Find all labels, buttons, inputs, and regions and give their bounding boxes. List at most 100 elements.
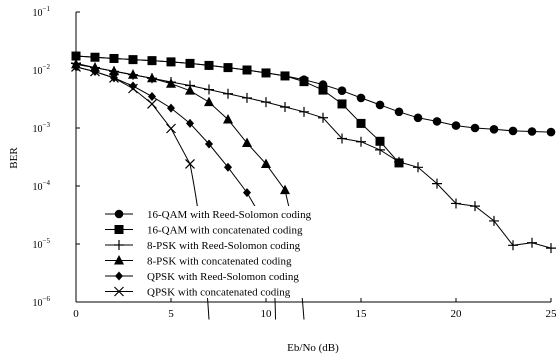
marker-x xyxy=(166,123,176,134)
marker-plus xyxy=(489,215,499,226)
marker-square xyxy=(318,85,328,95)
marker-circle xyxy=(413,113,423,123)
marker-plus xyxy=(261,97,271,108)
marker-plus xyxy=(318,112,328,123)
marker-square xyxy=(185,58,195,68)
marker-plus xyxy=(242,92,252,103)
series-line xyxy=(75,55,400,164)
marker-square xyxy=(242,65,252,75)
marker-square xyxy=(356,118,366,128)
marker-plus xyxy=(375,144,385,155)
marker-plus xyxy=(280,102,290,113)
marker-triangle xyxy=(261,158,271,168)
marker-plus xyxy=(204,84,214,95)
x-tick-label: 25 xyxy=(546,308,558,320)
legend-label: 8-PSK with concatenated coding xyxy=(147,256,292,268)
y-tick-label: 10−5 xyxy=(33,237,51,251)
marker-square xyxy=(204,60,214,70)
marker-diamond xyxy=(186,118,194,128)
legend-label: QPSK with Reed-Solomon coding xyxy=(147,271,299,283)
marker-circle xyxy=(527,127,537,136)
marker-plus xyxy=(356,136,366,147)
marker-square xyxy=(280,71,290,81)
marker-triangle xyxy=(147,72,157,83)
marker-plus xyxy=(413,162,423,173)
marker-triangle xyxy=(114,255,124,265)
marker-circle xyxy=(432,117,442,126)
marker-plus xyxy=(451,198,461,209)
marker-square xyxy=(299,77,309,87)
marker-square xyxy=(71,51,81,61)
x-axis-label: Eb/No (dB) xyxy=(287,342,339,354)
series-square xyxy=(71,51,404,168)
marker-circle xyxy=(114,209,124,219)
marker-triangle xyxy=(280,184,290,195)
marker-circle xyxy=(356,93,366,103)
marker-square xyxy=(114,225,124,234)
legend-label: QPSK with concatenated coding xyxy=(147,287,291,299)
y-tick-label: 10−2 xyxy=(33,63,51,77)
marker-triangle xyxy=(223,114,233,124)
marker-triangle xyxy=(185,85,195,95)
marker-triangle xyxy=(166,78,176,88)
marker-triangle xyxy=(128,69,138,79)
marker-circle xyxy=(451,121,461,130)
marker-diamond xyxy=(148,91,156,101)
y-tick-label: 10−4 xyxy=(33,179,51,193)
marker-square xyxy=(261,68,271,78)
x-tick-label: 0 xyxy=(73,308,79,320)
marker-x xyxy=(185,159,195,169)
legend: 16-QAM with Reed-Solomon coding 16-QAM wi… xyxy=(96,206,358,299)
marker-triangle xyxy=(109,65,119,76)
marker-square xyxy=(166,57,176,67)
marker-square xyxy=(128,55,138,65)
marker-circle xyxy=(375,100,385,110)
marker-circle xyxy=(508,126,518,136)
marker-plus xyxy=(223,88,233,99)
marker-plus xyxy=(546,243,556,254)
marker-diamond xyxy=(115,271,123,281)
series-circle xyxy=(71,51,556,137)
marker-triangle xyxy=(204,96,214,107)
marker-circle xyxy=(546,127,556,137)
y-tick-label: 10−6 xyxy=(33,295,51,309)
marker-square xyxy=(223,63,233,73)
legend-label: 16-QAM with Reed-Solomon coding xyxy=(147,209,312,221)
x-tick-label: 5 xyxy=(168,308,174,320)
marker-plus xyxy=(299,106,309,117)
marker-x xyxy=(147,99,157,109)
marker-x xyxy=(71,61,81,72)
legend-background xyxy=(96,206,358,298)
marker-triangle xyxy=(242,137,252,148)
marker-plus xyxy=(527,237,537,248)
marker-square xyxy=(90,52,100,62)
marker-plus xyxy=(508,240,518,251)
marker-plus xyxy=(470,201,480,212)
y-tick-label: 10−1 xyxy=(33,5,51,19)
marker-x xyxy=(114,286,124,297)
marker-diamond xyxy=(167,103,175,113)
y-axis-label: BER xyxy=(8,147,20,169)
marker-diamond xyxy=(129,81,137,91)
marker-circle xyxy=(394,107,404,117)
legend-label: 8-PSK with Reed-Solomon coding xyxy=(147,240,301,252)
marker-plus xyxy=(394,156,404,167)
marker-diamond xyxy=(224,162,232,172)
marker-square xyxy=(375,136,385,146)
x-tick-label: 15 xyxy=(356,308,368,320)
x-tick-label: 20 xyxy=(451,308,463,320)
marker-diamond xyxy=(205,139,213,149)
y-tick-label: 10−3 xyxy=(33,121,51,135)
legend-label: 16-QAM with concatenated coding xyxy=(147,225,303,237)
marker-diamond xyxy=(243,188,251,198)
marker-x xyxy=(128,83,138,94)
marker-square xyxy=(337,99,347,109)
marker-circle xyxy=(489,124,499,134)
marker-x xyxy=(90,66,100,77)
marker-circle xyxy=(470,123,480,133)
marker-plus xyxy=(114,240,124,250)
marker-plus xyxy=(337,133,347,144)
x-tick-label: 10 xyxy=(261,308,273,320)
marker-square xyxy=(109,53,119,63)
